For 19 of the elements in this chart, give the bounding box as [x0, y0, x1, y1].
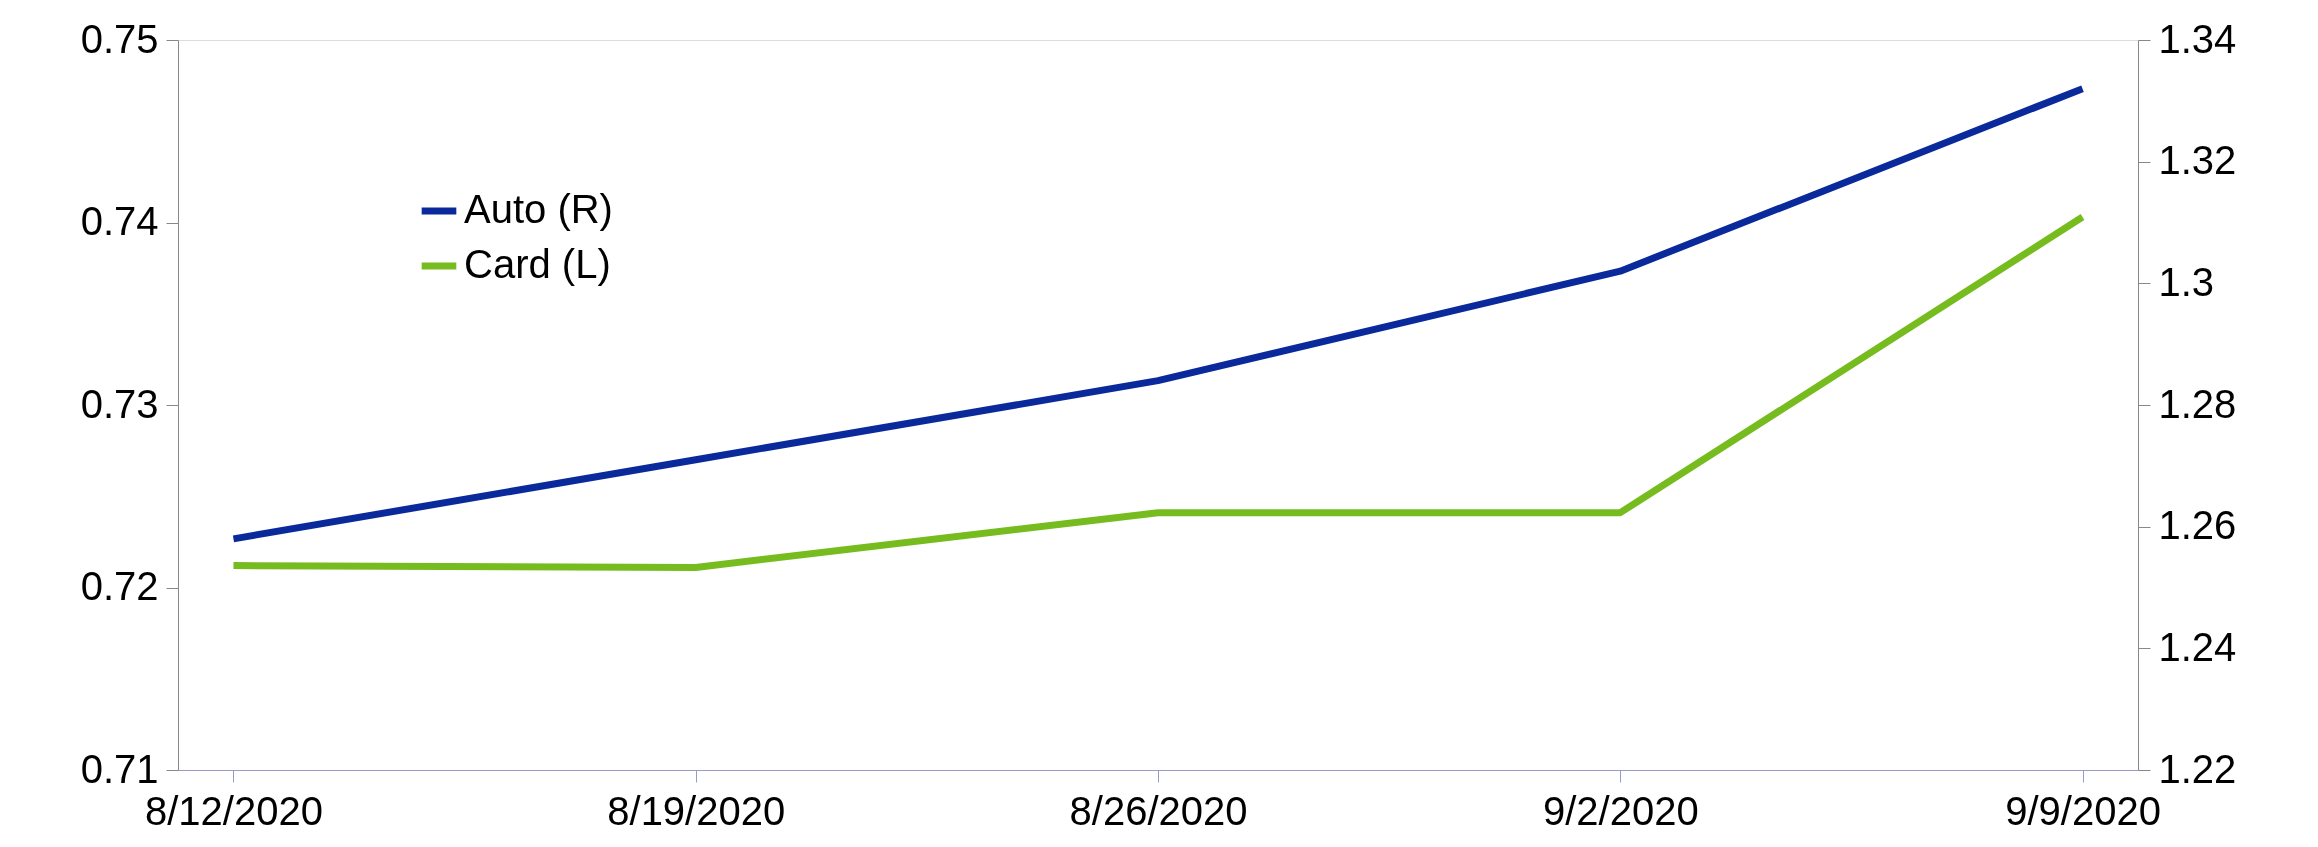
- y2-tick-label: 1.32: [2158, 138, 2237, 183]
- x-tick-label: 9/9/2020: [2005, 788, 2161, 833]
- y-tick-label: 0.73: [80, 381, 159, 426]
- legend-label: Auto (R): [464, 187, 613, 231]
- x-tick-label: 8/19/2020: [607, 788, 786, 833]
- x-tick-label: 8/26/2020: [1069, 788, 1248, 833]
- y2-tick-label: 1.24: [2158, 624, 2237, 669]
- y-tick-label: 0.75: [80, 16, 159, 61]
- y2-tick-label: 1.3: [2158, 259, 2215, 304]
- y2-tick-label: 1.26: [2158, 503, 2237, 548]
- y2-tick-label: 1.34: [2158, 16, 2237, 61]
- y-tick-label: 0.71: [80, 746, 159, 791]
- y-tick-label: 0.74: [80, 199, 159, 243]
- y-tick-label: 0.72: [80, 564, 159, 608]
- x-tick-label: 9/2/2020: [1542, 788, 1699, 833]
- legend-label: Card (L): [464, 242, 611, 286]
- y2-tick-label: 1.28: [2158, 381, 2237, 426]
- y2-tick-label: 1.22: [2158, 746, 2237, 791]
- x-tick-label: 8/12/2020: [145, 788, 323, 833]
